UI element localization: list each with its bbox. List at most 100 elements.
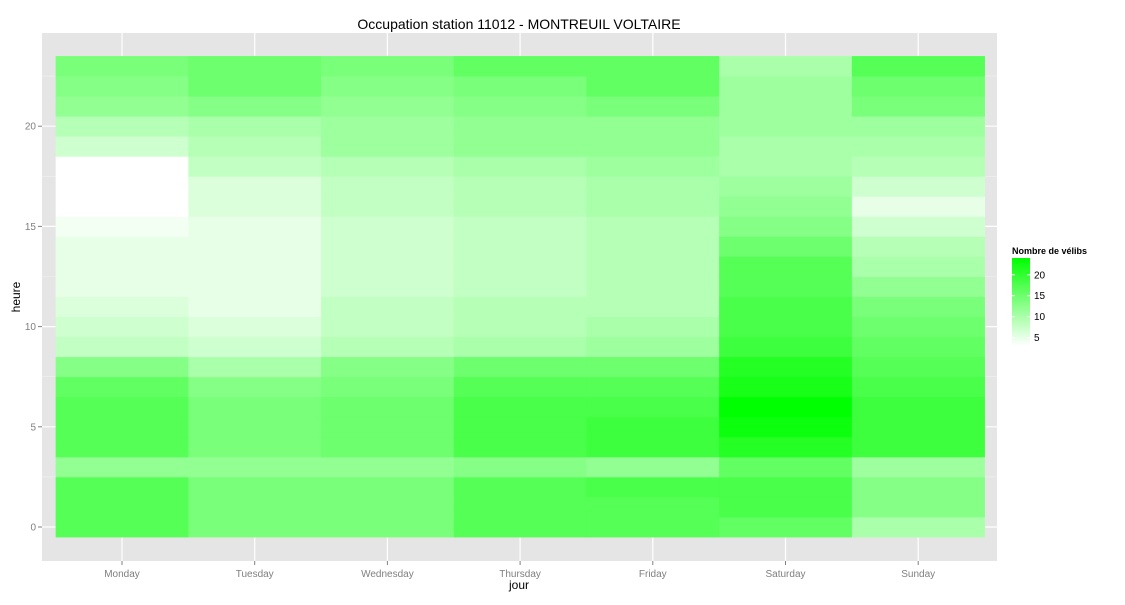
heatmap-tile — [321, 516, 455, 538]
heatmap-tile — [851, 96, 985, 117]
heatmap-tile — [321, 76, 455, 97]
legend-title: Nombre de vélibs — [1012, 246, 1087, 256]
heatmap-tile — [453, 96, 587, 117]
heatmap-tile — [719, 316, 853, 338]
legend-tick-label: 20 — [1034, 270, 1046, 281]
heatmap-tile — [453, 256, 587, 277]
y-tick-label: 0 — [30, 523, 36, 534]
heatmap-tile — [719, 376, 853, 398]
heatmap-tile — [321, 496, 455, 518]
heatmap-tile — [55, 96, 189, 117]
legend-tick-label: 5 — [1034, 333, 1040, 344]
heatmap-tile — [55, 196, 189, 217]
heatmap-tile — [188, 516, 322, 538]
x-tick-label: Saturday — [765, 569, 805, 580]
heatmap-tile — [321, 476, 455, 498]
heatmap-tile — [719, 396, 853, 418]
heatmap-tile — [586, 136, 720, 157]
heatmap-tile — [851, 196, 985, 217]
heatmap-tile — [188, 376, 322, 398]
heatmap-tile — [321, 236, 455, 257]
heatmap-tile — [55, 216, 189, 237]
heatmap-tile — [55, 356, 189, 378]
heatmap-tile — [188, 196, 322, 217]
heatmap-tile — [719, 416, 853, 438]
heatmap-tile — [719, 176, 853, 197]
heatmap-tile — [188, 496, 322, 518]
heatmap-tile — [851, 456, 985, 478]
heatmap-tile — [321, 436, 455, 458]
x-axis-ticks: Monday Tuesday Wednesday Thursday Friday Satu… — [104, 561, 935, 580]
y-axis-ticks: 0 5 10 15 20 — [25, 122, 42, 534]
heatmap-tile — [851, 276, 985, 297]
heatmap-tile — [851, 476, 985, 498]
heatmap-tile — [586, 56, 720, 77]
heatmap-tile — [719, 436, 853, 458]
heatmap-tile — [55, 136, 189, 157]
heatmap-tile — [586, 156, 720, 177]
y-axis-label: heure — [9, 281, 23, 312]
heatmap-tile — [851, 176, 985, 197]
heatmap-tile — [321, 156, 455, 177]
legend-tick-label: 15 — [1034, 291, 1046, 302]
heatmap-tile — [586, 316, 720, 338]
heatmap-tile — [851, 136, 985, 157]
y-tick-label: 20 — [25, 122, 37, 133]
x-tick-label: Monday — [104, 569, 140, 580]
heatmap-tile — [719, 276, 853, 297]
heatmap-tile — [188, 256, 322, 277]
heatmap-tile — [321, 136, 455, 157]
heatmap-tile — [321, 356, 455, 378]
heatmap-tile — [55, 376, 189, 398]
heatmap-tile — [55, 116, 189, 137]
heatmap-tile — [719, 196, 853, 217]
heatmap-tile — [586, 476, 720, 498]
heatmap-tile — [453, 356, 587, 378]
heatmap-tile — [453, 496, 587, 518]
heatmap-tile — [851, 396, 985, 418]
heatmap-tile — [851, 376, 985, 398]
heatmap-tile — [453, 296, 587, 317]
heatmap-tile — [321, 116, 455, 137]
heatmap-tile — [321, 416, 455, 438]
heatmap-tile — [188, 336, 322, 358]
heatmap-tile — [586, 496, 720, 518]
heatmap-tile — [719, 216, 853, 237]
chart-title: Occupation station 11012 - MONTREUIL VOL… — [357, 16, 680, 32]
heatmap-tile — [851, 296, 985, 317]
heatmap-tile — [321, 336, 455, 358]
heatmap-tile — [188, 356, 322, 378]
heatmap-tile — [55, 156, 189, 177]
heatmap-tile — [453, 76, 587, 97]
heatmap-tile — [55, 516, 189, 538]
heatmap-tile — [586, 176, 720, 197]
heatmap-tile — [55, 336, 189, 358]
x-axis-label: jour — [508, 578, 529, 592]
heatmap-tile — [55, 236, 189, 257]
y-tick-label: 15 — [25, 222, 37, 233]
heatmap-tile — [851, 416, 985, 438]
heatmap-tile — [188, 116, 322, 137]
heatmap-tile — [55, 296, 189, 317]
heatmap-tile — [321, 176, 455, 197]
heatmap-tile — [851, 336, 985, 358]
heatmap-tile — [586, 436, 720, 458]
heatmap-tile — [719, 496, 853, 518]
heatmap-tile — [453, 516, 587, 538]
heatmap-tile — [55, 456, 189, 478]
heatmap-tile — [55, 76, 189, 97]
heatmap-tile — [55, 476, 189, 498]
heatmap-tile — [586, 196, 720, 217]
heatmap-tile — [321, 456, 455, 478]
heatmap-tile — [719, 516, 853, 538]
x-tick-label: Thursday — [499, 569, 541, 580]
heatmap-tile — [188, 136, 322, 157]
heatmap-tile — [188, 276, 322, 297]
heatmap-tile — [453, 456, 587, 478]
heatmap-tile — [453, 236, 587, 257]
heatmap-tile — [719, 56, 853, 77]
heatmap-tile — [188, 416, 322, 438]
heatmap-tile — [453, 316, 587, 338]
heatmap-tile — [851, 116, 985, 137]
heatmap-tile — [586, 216, 720, 237]
